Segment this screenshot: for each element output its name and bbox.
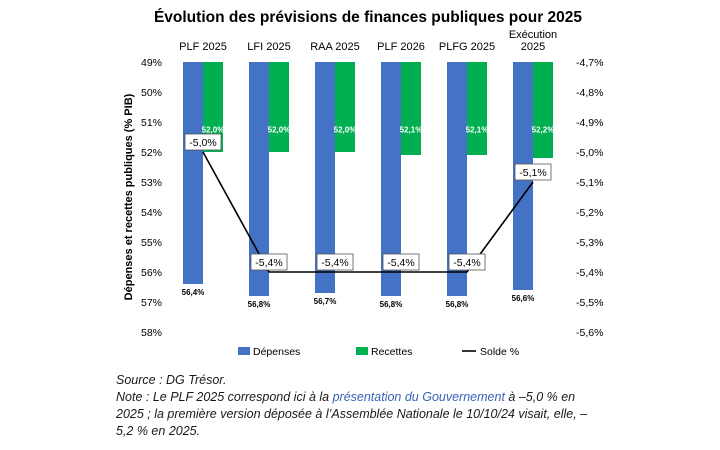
y-right-tick-label: -5,6% <box>576 327 603 339</box>
y-right-tick-label: -4,7% <box>576 57 603 69</box>
legend-solde-label: Solde % <box>480 346 519 358</box>
bar-depenses <box>183 62 203 284</box>
legend-depenses-label: Dépenses <box>253 346 300 358</box>
y-right-tick-label: -5,2% <box>576 207 603 219</box>
y-left-tick-label: 53% <box>141 177 162 189</box>
y-left-tick-label: 54% <box>141 207 162 219</box>
bar-recettes-label: 52,1% <box>400 126 423 135</box>
bar-depenses-label: 56,8% <box>248 300 271 309</box>
chart-title: Évolution des prévisions de finances pub… <box>154 9 582 26</box>
y-right-tick-label: -5,4% <box>576 267 603 279</box>
bar-depenses <box>447 62 467 296</box>
y-left-tick-label: 57% <box>141 297 162 309</box>
note-prefix: Note : Le PLF 2025 correspond ici à la <box>116 390 333 404</box>
solde-label: -5,4% <box>321 257 348 269</box>
bar-depenses-label: 56,6% <box>512 294 535 303</box>
category-label: 2025 <box>521 41 545 53</box>
bar-recettes-label: 52,0% <box>268 126 291 135</box>
y-axis-title: Dépenses et recettes publiques (% PIB) <box>123 93 135 300</box>
category-label: PLF 2025 <box>179 41 227 53</box>
y-right-tick-label: -5,1% <box>576 177 603 189</box>
bar-depenses-label: 56,4% <box>182 288 205 297</box>
note-link[interactable]: présentation du Gouvernement <box>332 390 505 404</box>
y-left-tick-label: 52% <box>141 147 162 159</box>
solde-label: -5,1% <box>519 167 546 179</box>
category-label: LFI 2025 <box>247 41 290 53</box>
y-right-tick-label: -4,8% <box>576 87 603 99</box>
legend-recettes-swatch <box>356 347 368 355</box>
legend-recettes-label: Recettes <box>371 346 412 358</box>
bar-recettes <box>467 62 487 155</box>
bar-recettes <box>335 62 355 152</box>
bar-depenses-label: 56,8% <box>380 300 403 309</box>
y-left-tick-label: 50% <box>141 87 162 99</box>
chart-notes: Source : DG Trésor. Note : Le PLF 2025 c… <box>116 372 596 440</box>
category-label: PLFG 2025 <box>439 41 495 53</box>
bar-depenses <box>249 62 269 296</box>
note-suffix: à –5,0 % en 2025 ; la première version d… <box>116 390 588 438</box>
solde-label-box <box>514 163 552 181</box>
y-right-tick-label: -5,5% <box>576 297 603 309</box>
solde-label: -5,0% <box>189 137 216 149</box>
bar-depenses <box>381 62 401 296</box>
category-label: PLF 2026 <box>377 41 425 53</box>
bar-recettes-label: 52,2% <box>532 126 555 135</box>
y-left-tick-label: 56% <box>141 267 162 279</box>
bar-recettes-label: 52,0% <box>334 126 357 135</box>
source-text: Source : DG Trésor. <box>116 373 227 387</box>
y-left-tick-label: 51% <box>141 117 162 129</box>
legend-depenses-swatch <box>238 347 250 355</box>
bar-recettes <box>203 62 223 152</box>
bar-recettes <box>269 62 289 152</box>
bar-recettes-label: 52,1% <box>466 126 489 135</box>
bar-depenses-label: 56,7% <box>314 297 337 306</box>
solde-label-box <box>184 133 222 151</box>
category-label: Exécution <box>509 29 557 41</box>
y-right-tick-label: -5,0% <box>576 147 603 159</box>
y-right-tick-label: -5,3% <box>576 237 603 249</box>
solde-label-box <box>448 253 486 271</box>
y-left-tick-label: 58% <box>141 327 162 339</box>
y-right-tick-label: -4,9% <box>576 117 603 129</box>
category-label: RAA 2025 <box>310 41 360 53</box>
bar-recettes <box>533 62 553 158</box>
bar-depenses <box>315 62 335 293</box>
y-left-tick-label: 49% <box>141 57 162 69</box>
bar-depenses-label: 56,8% <box>446 300 469 309</box>
solde-label-box <box>316 253 354 271</box>
solde-label: -5,4% <box>255 257 282 269</box>
y-left-tick-label: 55% <box>141 237 162 249</box>
bar-recettes-label: 52,0% <box>202 126 225 135</box>
solde-label: -5,4% <box>453 257 480 269</box>
bar-recettes <box>401 62 421 155</box>
solde-label: -5,4% <box>387 257 414 269</box>
solde-label-box <box>250 253 288 271</box>
note-text: Note : Le PLF 2025 correspond ici à la p… <box>116 389 596 440</box>
solde-label-box <box>382 253 420 271</box>
